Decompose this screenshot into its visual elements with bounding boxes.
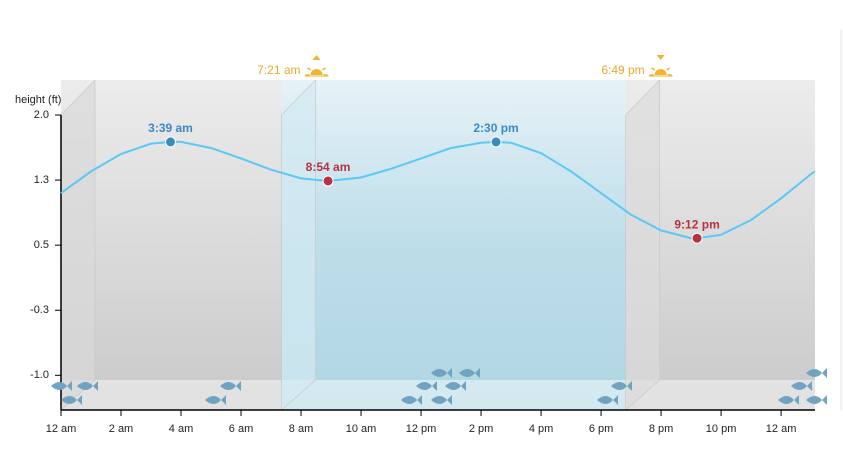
x-tick-label: 8 pm — [649, 423, 673, 435]
day-region — [281, 80, 626, 410]
fish-icon — [791, 381, 812, 391]
sun-arrow — [656, 55, 665, 60]
tide-point — [322, 175, 334, 187]
fish-icon — [401, 395, 422, 405]
fish-icon — [806, 368, 827, 378]
x-tick-label: 4 am — [169, 423, 193, 435]
top-fade — [0, 0, 843, 80]
fish-icon — [459, 368, 480, 378]
fish-icon — [597, 395, 618, 405]
x-tick-label: 6 pm — [589, 423, 613, 435]
tide-label: 8:54 am — [306, 160, 351, 174]
x-tick-label: 8 am — [289, 423, 313, 435]
y-tick-label: 1.3 — [34, 174, 49, 186]
sun-icon — [310, 69, 323, 75]
tide-label: 2:30 pm — [473, 121, 518, 135]
fish-icon — [61, 395, 82, 405]
sun-rays — [305, 67, 328, 76]
x-tick-label: 12 am — [46, 423, 77, 435]
floor — [61, 380, 815, 410]
x-tick-label: 2 am — [109, 423, 133, 435]
sun-icon — [654, 69, 667, 75]
y-tick-label: 2.0 — [34, 109, 49, 121]
x-tick-label: 10 am — [346, 423, 377, 435]
background — [0, 0, 843, 411]
x-tick-label: 12 am — [766, 423, 797, 435]
y-axis-label: height (ft) — [15, 94, 61, 106]
y-tick-label: -0.3 — [30, 304, 49, 316]
tide-point — [691, 232, 703, 244]
tide-point — [490, 136, 502, 148]
tide-point — [165, 136, 177, 148]
sun-label: 6:49 pm — [601, 63, 644, 77]
x-tick-label: 4 pm — [529, 423, 553, 435]
side-wall — [281, 79, 316, 411]
x-tick-label: 10 pm — [706, 423, 737, 435]
night-region — [61, 80, 282, 410]
fish-icon — [51, 381, 72, 391]
tide-label: 3:39 am — [148, 121, 193, 135]
fish-icon — [806, 395, 827, 405]
fish-icon — [445, 381, 466, 391]
fish-icon — [220, 381, 241, 391]
fish-icon — [611, 381, 632, 391]
side-wall — [60, 79, 96, 411]
sun-rays — [649, 67, 672, 76]
fish-icon — [431, 395, 452, 405]
fish-icon — [205, 395, 226, 405]
sun-arrow — [312, 55, 321, 60]
x-tick-label: 12 pm — [406, 423, 437, 435]
tide-label: 9:12 pm — [674, 217, 719, 231]
fish-icon — [416, 381, 437, 391]
x-tick-label: 6 am — [229, 423, 253, 435]
side-wall — [625, 79, 661, 411]
fish-icon — [77, 381, 98, 391]
x-tick-label: 2 pm — [469, 423, 493, 435]
y-tick-label: -1.0 — [30, 369, 49, 381]
fish-icon — [778, 395, 799, 405]
sun-label: 7:21 am — [257, 63, 300, 77]
y-tick-label: 0.5 — [34, 239, 49, 251]
fish-icon — [431, 368, 452, 378]
